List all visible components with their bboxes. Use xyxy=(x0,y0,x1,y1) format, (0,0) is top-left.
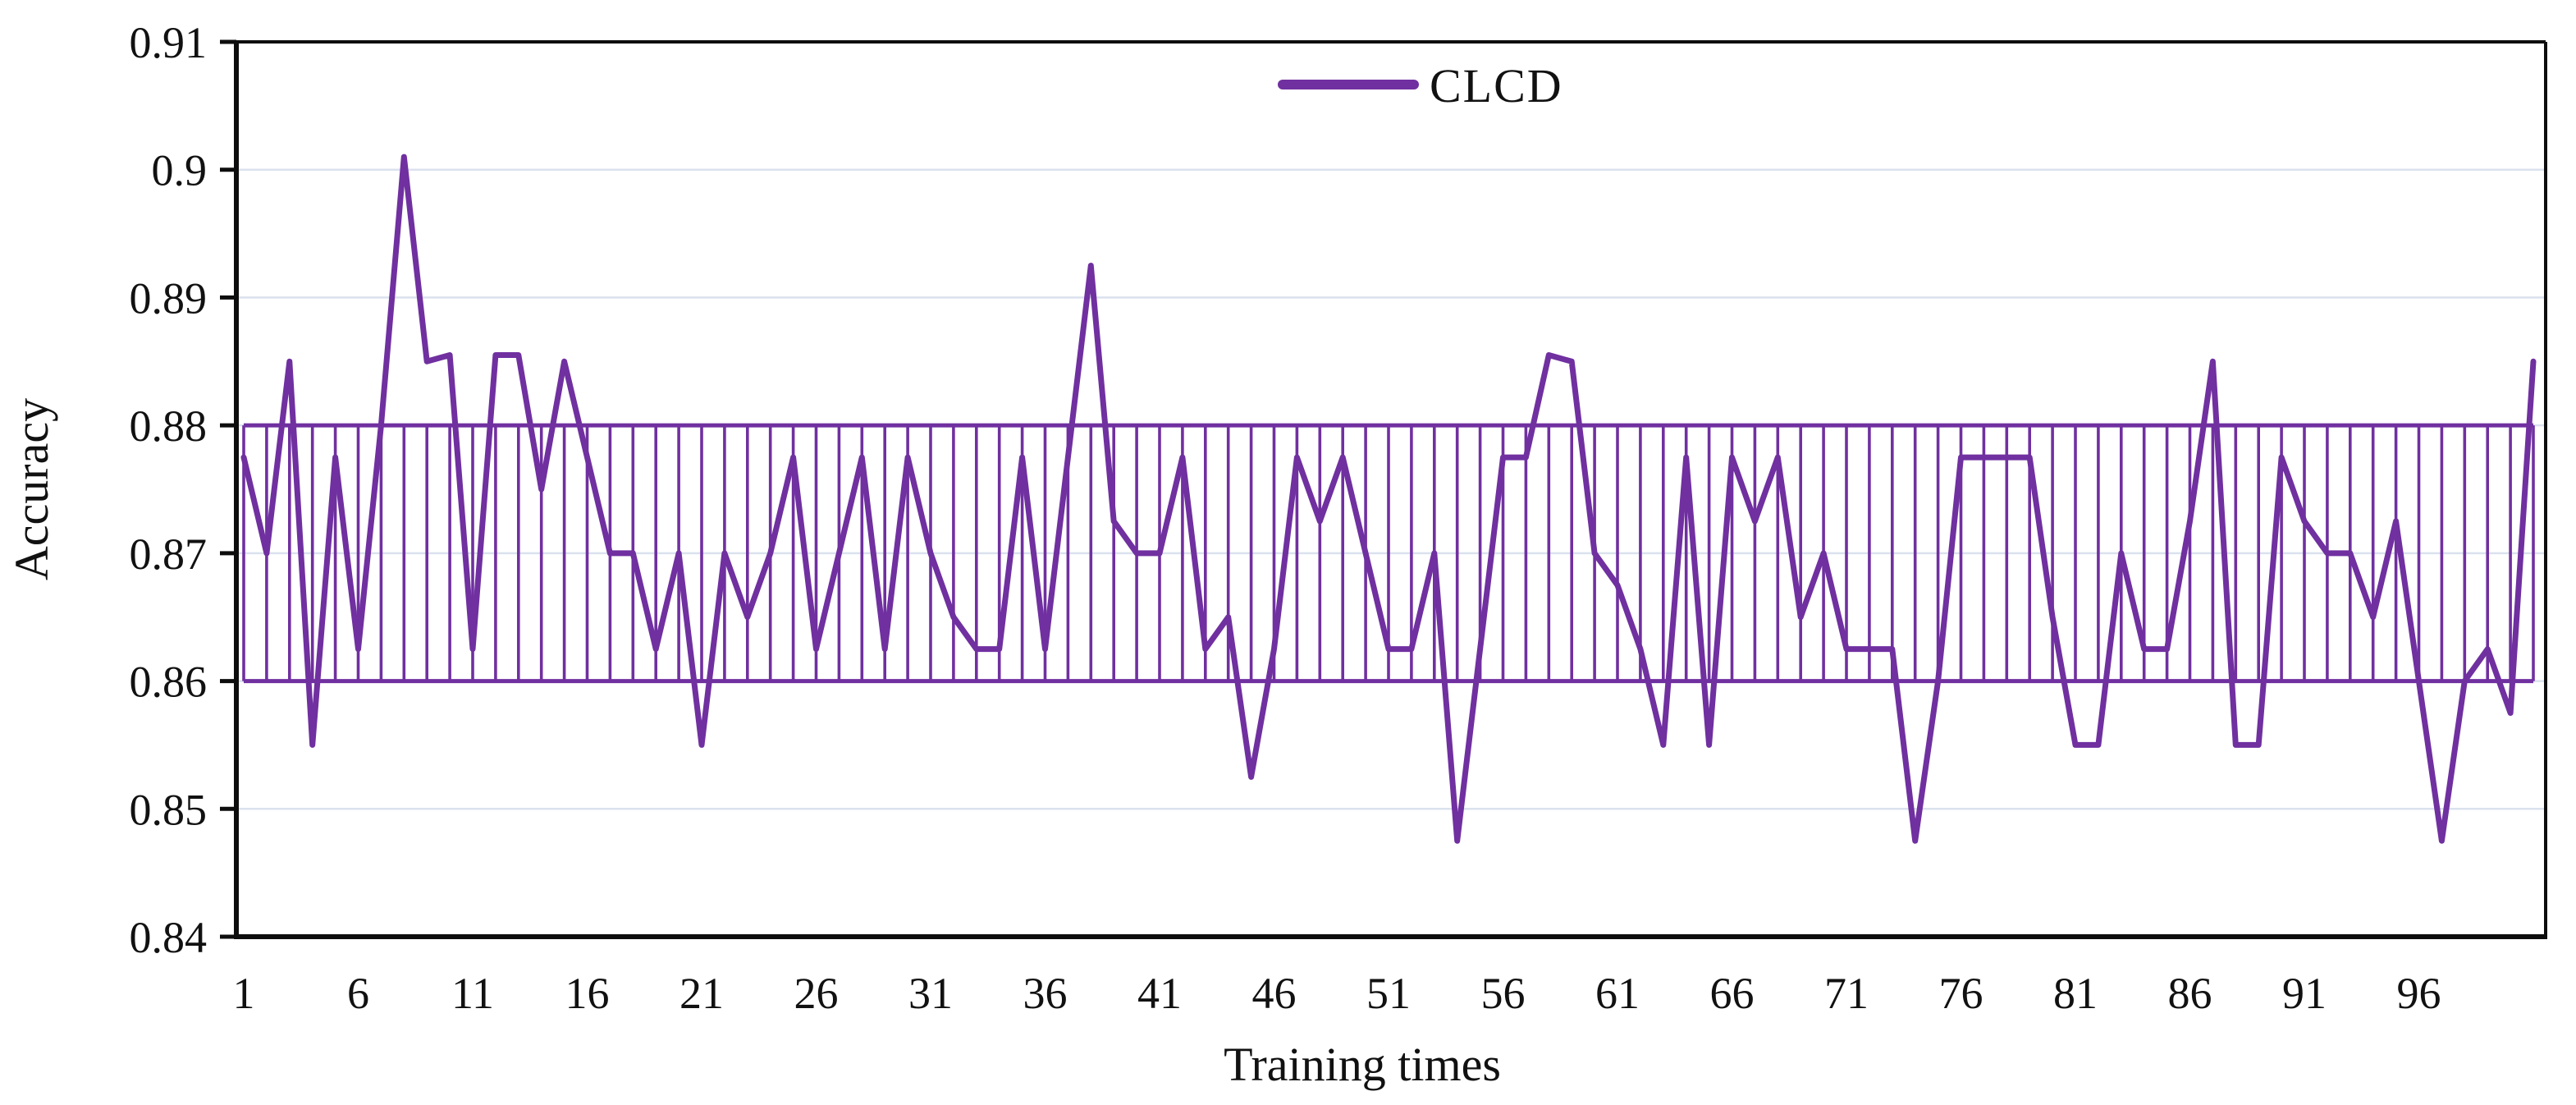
x-tick-label: 36 xyxy=(1023,969,1068,1018)
x-tick-label: 46 xyxy=(1252,969,1297,1018)
y-tick-label: 0.88 xyxy=(130,401,208,451)
x-tick-label: 86 xyxy=(2168,969,2212,1018)
x-tick-label: 81 xyxy=(2053,969,2098,1018)
x-tick-label: 11 xyxy=(451,969,494,1018)
y-axis-title: Accuracy xyxy=(5,398,58,580)
legend-label: CLCD xyxy=(1430,59,1563,112)
x-tick-label: 1 xyxy=(233,969,255,1018)
y-tick-label: 0.89 xyxy=(130,273,208,323)
high-low-band xyxy=(242,423,2535,684)
x-tick-label: 31 xyxy=(908,969,953,1018)
x-tick-label: 66 xyxy=(1710,969,1755,1018)
x-tick-label: 21 xyxy=(679,969,724,1018)
legend: CLCD xyxy=(1278,59,1563,112)
x-tick-label: 26 xyxy=(794,969,839,1018)
y-tick-label: 0.85 xyxy=(130,785,208,834)
series-line-clcd xyxy=(240,154,2537,844)
clcd-data-line xyxy=(240,154,2537,844)
y-tick-label: 0.84 xyxy=(130,913,208,962)
x-tick-label: 6 xyxy=(347,969,369,1018)
plot-border xyxy=(234,40,2547,939)
x-tick-label: 56 xyxy=(1481,969,1526,1018)
x-tick-label: 16 xyxy=(565,969,610,1018)
y-axis-tick-labels: 0.84 0.85 0.86 0.87 0.88 0.89 0.9 0.91 xyxy=(130,18,208,962)
gridlines xyxy=(236,168,2546,810)
x-tick-label: 61 xyxy=(1595,969,1640,1018)
y-tick-label: 0.91 xyxy=(130,18,208,67)
x-tick-label: 71 xyxy=(1824,969,1869,1018)
y-tick-label: 0.86 xyxy=(130,658,208,707)
x-tick-label: 91 xyxy=(2282,969,2327,1018)
y-tick-label: 0.87 xyxy=(130,530,208,579)
x-tick-label: 96 xyxy=(2397,969,2441,1018)
x-tick-label: 51 xyxy=(1366,969,1411,1018)
x-tick-label: 41 xyxy=(1137,969,1182,1018)
y-tick-label: 0.9 xyxy=(152,146,208,195)
x-axis-title: Training times xyxy=(1224,1038,1501,1091)
x-axis-tick-labels: 1 6 11 16 21 26 31 36 41 46 51 56 61 66 71 76 81 86 91 96 xyxy=(233,969,2441,1018)
y-axis-ticks xyxy=(220,39,236,939)
x-tick-label: 76 xyxy=(1939,969,1983,1018)
